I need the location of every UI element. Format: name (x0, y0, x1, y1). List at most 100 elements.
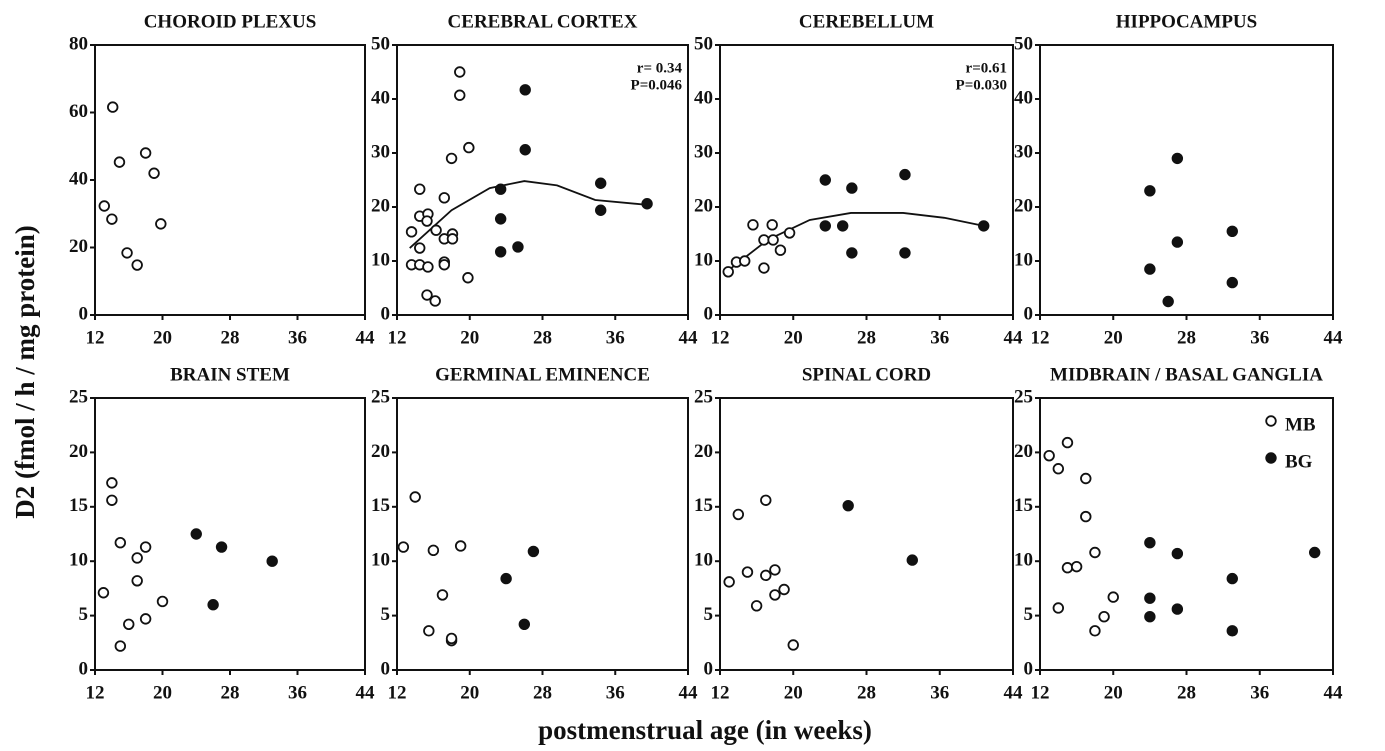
data-point (1171, 603, 1184, 615)
x-tick-label: 12 (388, 682, 407, 703)
y-tick-label: 10 (694, 550, 713, 571)
data-point (758, 234, 770, 246)
data-point (114, 640, 127, 652)
data-point (139, 541, 152, 553)
plot-frame (1039, 44, 1334, 316)
data-point (767, 234, 779, 246)
data-point (1080, 472, 1092, 485)
x-tick-label: 44 (679, 682, 699, 703)
data-point (114, 537, 127, 549)
x-tick-label: 28 (533, 327, 552, 348)
data-point (148, 167, 160, 179)
data-point (494, 213, 507, 225)
x-tick-label: 36 (1250, 682, 1269, 703)
y-tick-label: 40 (69, 168, 88, 189)
y-tick-label: 15 (694, 495, 713, 516)
data-point (732, 508, 745, 521)
x-tick-label: 36 (1250, 327, 1269, 348)
y-axis-label: D2 (fmol / h / mg protein) (10, 225, 40, 518)
data-point (1080, 510, 1092, 523)
panel-title: HIPPOCAMPUS (1116, 11, 1257, 32)
panel-title: BRAIN STEM (170, 364, 290, 385)
y-tick-label: 0 (79, 658, 89, 679)
annotation: r= 0.34 (637, 60, 683, 76)
data-point (1226, 625, 1238, 637)
y-tick-label: 30 (1014, 141, 1033, 162)
data-point (106, 494, 118, 506)
x-tick-label: 20 (460, 327, 479, 348)
y-tick-label: 15 (69, 495, 88, 516)
y-tick-label: 0 (1024, 658, 1034, 679)
data-point (899, 247, 911, 259)
y-tick-label: 60 (69, 101, 88, 122)
data-point (409, 491, 421, 503)
data-point (1162, 295, 1174, 308)
fit-curve (409, 180, 648, 249)
data-point (747, 219, 759, 231)
plot-frame (1039, 397, 1334, 671)
y-tick-label: 20 (69, 441, 88, 462)
y-tick-label: 15 (371, 495, 390, 516)
data-point (156, 595, 169, 608)
annotation: r=0.61 (966, 60, 1007, 76)
data-point (500, 572, 512, 585)
data-point (760, 494, 772, 506)
data-point (906, 554, 918, 566)
data-point (123, 618, 135, 631)
data-point (846, 182, 858, 194)
data-point (1171, 236, 1184, 248)
data-point (446, 233, 459, 245)
data-point (113, 156, 126, 168)
data-point (207, 599, 219, 611)
data-point (1171, 547, 1184, 560)
data-point (463, 141, 475, 154)
y-tick-label: 10 (371, 249, 390, 270)
y-tick-label: 25 (694, 386, 713, 407)
data-point (527, 545, 540, 558)
panel-title: CEREBELLUM (799, 11, 934, 32)
y-tick-label: 50 (1014, 33, 1033, 54)
y-tick-label: 20 (69, 236, 88, 257)
x-tick-label: 36 (930, 327, 949, 348)
x-tick-label: 44 (1324, 682, 1344, 703)
data-point (846, 247, 858, 259)
y-tick-label: 5 (381, 604, 391, 625)
y-tick-label: 0 (381, 303, 391, 324)
data-point (139, 613, 152, 625)
data-point (978, 220, 990, 232)
data-point (1308, 546, 1321, 559)
data-point (454, 89, 466, 101)
data-point (190, 528, 202, 540)
data-point (739, 255, 751, 267)
panel-title: CEREBRAL CORTEX (448, 11, 638, 32)
data-point (422, 261, 434, 273)
data-point (1171, 152, 1184, 165)
plot-frame (94, 397, 366, 671)
data-point (512, 241, 524, 253)
data-point (1144, 592, 1156, 604)
data-point (1226, 225, 1238, 238)
y-tick-label: 20 (1014, 195, 1033, 216)
y-tick-label: 20 (371, 441, 390, 462)
y-tick-label: 80 (69, 33, 88, 54)
data-point (1061, 436, 1074, 449)
data-point (842, 500, 854, 512)
y-tick-label: 0 (381, 658, 391, 679)
data-point (1052, 602, 1065, 614)
y-tick-label: 20 (694, 441, 713, 462)
data-point (787, 639, 799, 651)
legend-marker (1265, 452, 1277, 464)
data-point (107, 101, 119, 113)
data-point (98, 200, 110, 212)
data-point (1107, 591, 1119, 603)
data-point (430, 224, 442, 236)
x-tick-label: 12 (711, 682, 730, 703)
x-tick-label: 20 (460, 682, 479, 703)
annotation: P=0.046 (631, 77, 683, 93)
data-point (1070, 560, 1083, 573)
data-point (1144, 263, 1156, 275)
data-point (760, 569, 772, 582)
data-point (494, 183, 507, 195)
data-point (750, 600, 763, 612)
data-point (836, 220, 849, 232)
